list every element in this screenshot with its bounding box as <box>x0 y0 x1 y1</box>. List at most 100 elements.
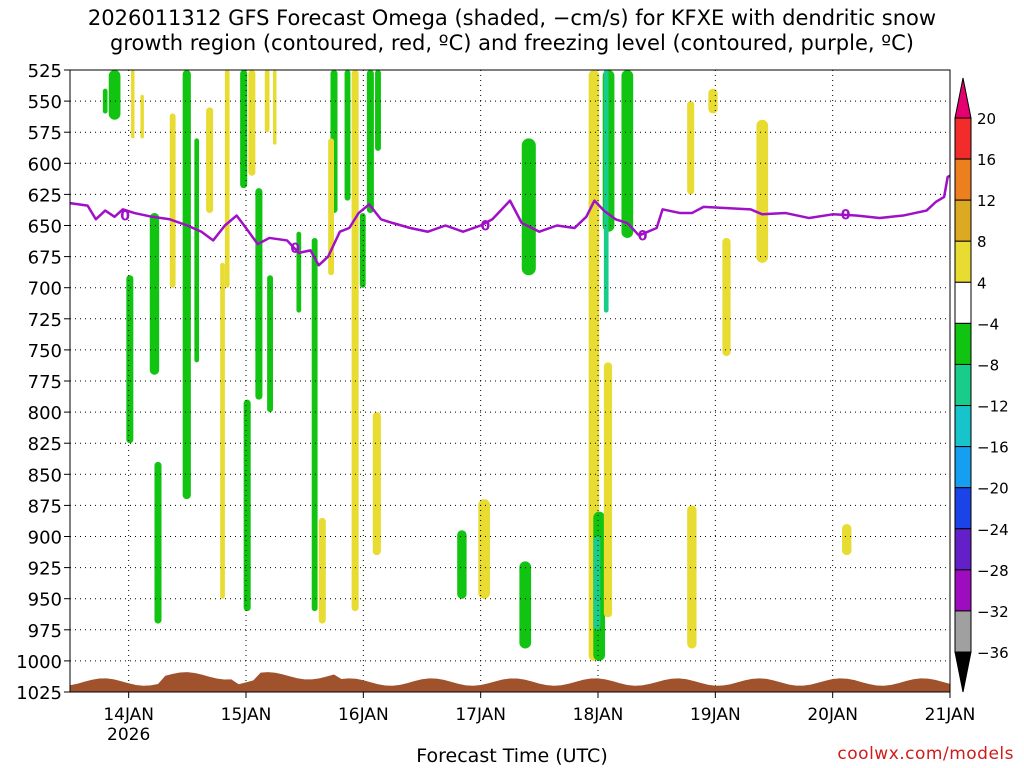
colorbar-swatch-0 <box>954 117 972 160</box>
x-tick-sublabel: 2026 <box>107 725 150 745</box>
freezing-level-label: 0 <box>120 209 130 225</box>
omega-region-12 <box>220 262 225 599</box>
colorbar-label-9: −20 <box>977 480 1009 498</box>
omega-region-13 <box>240 70 248 189</box>
y-tick-label-675: 675 <box>28 248 62 269</box>
colorbar-label-10: −24 <box>977 521 1009 539</box>
colorbar: 20 16 12 8 4 −4 −8 −12 −16 −20 −24 −28 −32 −36 <box>954 77 1009 693</box>
omega-region-3 <box>140 94 144 139</box>
omega-region-19 <box>267 275 273 413</box>
x-tick-label-17JAN: 17JAN <box>455 705 506 725</box>
omega-region-17 <box>255 188 263 400</box>
colorbar-swatch-11 <box>954 569 972 612</box>
title-line-2: growth region (contoured, red, ºC) and f… <box>110 31 914 55</box>
x-tick-label-18JAN: 18JAN <box>573 705 624 725</box>
y-tick-label-1000: 1000 <box>16 652 62 673</box>
y-tick-label-575: 575 <box>28 123 62 144</box>
colorbar-swatch-6 <box>954 363 972 407</box>
omega-region-18 <box>272 70 277 145</box>
omega-region-31 <box>457 530 467 599</box>
omega-region-25 <box>344 70 351 201</box>
colorbar-label-2: 12 <box>977 192 996 210</box>
colorbar-swatch-12 <box>954 610 972 653</box>
omega-region-2 <box>131 70 135 139</box>
freezing-level-contour: 0 0 0 0 0 <box>69 174 951 267</box>
omega-region-45 <box>756 119 769 263</box>
omega-region-46 <box>687 505 697 649</box>
colorbar-swatch-1 <box>954 158 972 201</box>
omega-region-22 <box>318 517 326 624</box>
colorbar-label-4: 4 <box>977 274 987 292</box>
omega-region-28 <box>375 70 381 151</box>
x-tick-label-20JAN: 20JAN <box>807 705 858 725</box>
freezing-level-label: 0 <box>290 241 300 257</box>
colorbar-swatch-4 <box>954 281 972 324</box>
ground-terrain <box>70 672 950 692</box>
omega-region-0 <box>108 70 121 120</box>
y-tick-label-975: 975 <box>28 621 62 642</box>
omega-region-40 <box>593 536 601 630</box>
omega-region-21 <box>311 237 318 612</box>
freezing-level-label: 0 <box>638 228 648 244</box>
colorbar-swatch-8 <box>954 446 972 489</box>
colorbar-label-8: −16 <box>977 439 1009 457</box>
y-tick-label-900: 900 <box>28 528 62 549</box>
title-line-1: 2026011312 GFS Forecast Omega (shaded, −… <box>87 6 937 30</box>
omega-region-26 <box>351 70 359 612</box>
y-tick-label-775: 775 <box>28 372 62 393</box>
y-tick-label-550: 550 <box>28 92 62 113</box>
omega-region-16 <box>264 70 270 133</box>
omega-region-47 <box>842 524 852 556</box>
omega-region-34 <box>519 561 532 649</box>
y-tick-label-525: 525 <box>28 61 62 82</box>
omega-region-38 <box>621 70 634 238</box>
chart-title: 2026011312 GFS Forecast Omega (shaded, −… <box>0 6 1024 56</box>
y-tick-label-750: 750 <box>28 341 62 362</box>
colorbar-swatch-3 <box>954 240 972 283</box>
omega-region-27 <box>366 70 374 214</box>
colorbar-swatch-7 <box>954 405 972 448</box>
omega-region-11 <box>224 70 230 288</box>
omega-region-30 <box>372 412 381 556</box>
y-tick-labels: 525 550 575 600 625 650 675 700 725 750 775 800 825 8… <box>16 61 70 704</box>
y-tick-label-700: 700 <box>28 279 62 300</box>
x-axis-label: Forecast Time (UTC) <box>416 745 608 767</box>
freezing-level-line <box>69 174 951 267</box>
colorbar-label-5: −4 <box>977 315 999 333</box>
omega-shading <box>102 70 852 661</box>
omega-region-10 <box>206 107 214 214</box>
colorbar-swatch-10 <box>954 528 972 571</box>
ground-fill <box>70 672 950 692</box>
omega-region-44 <box>722 237 731 357</box>
colorbar-label-0: 20 <box>977 110 996 128</box>
freezing-level-label: 0 <box>841 207 851 223</box>
colorbar-label-12: −32 <box>977 603 1009 621</box>
colorbar-label-11: −28 <box>977 562 1009 580</box>
y-tick-label-725: 725 <box>28 310 62 331</box>
y-tick-label-650: 650 <box>28 217 62 238</box>
colorbar-swatch-5 <box>954 322 972 365</box>
omega-region-41 <box>603 362 613 618</box>
y-tick-label-875: 875 <box>28 496 62 517</box>
y-tick-label-625: 625 <box>28 185 62 206</box>
x-tick-label-15JAN: 15JAN <box>221 705 272 725</box>
colorbar-swatch-9 <box>954 487 972 530</box>
colorbar-label-3: 8 <box>977 233 987 251</box>
omega-region-29 <box>359 213 366 288</box>
y-tick-label-950: 950 <box>28 590 62 611</box>
colorbar-label-13: −36 <box>977 644 1009 662</box>
y-tick-label-925: 925 <box>28 559 62 580</box>
colorbar-label-1: 16 <box>977 151 996 169</box>
credit-text: coolwx.com/models <box>837 744 1014 764</box>
x-tick-label-16JAN: 16JAN <box>338 705 389 725</box>
omega-region-33 <box>521 138 536 276</box>
colorbar-top-arrow <box>954 77 972 119</box>
omega-region-9 <box>194 138 200 363</box>
y-tick-label-1025: 1025 <box>16 683 62 704</box>
gridlines <box>70 70 950 692</box>
y-tick-label-800: 800 <box>28 403 62 424</box>
x-tick-label-19JAN: 19JAN <box>690 705 741 725</box>
omega-region-32 <box>478 499 491 599</box>
freezing-level-label: 0 <box>480 219 490 235</box>
